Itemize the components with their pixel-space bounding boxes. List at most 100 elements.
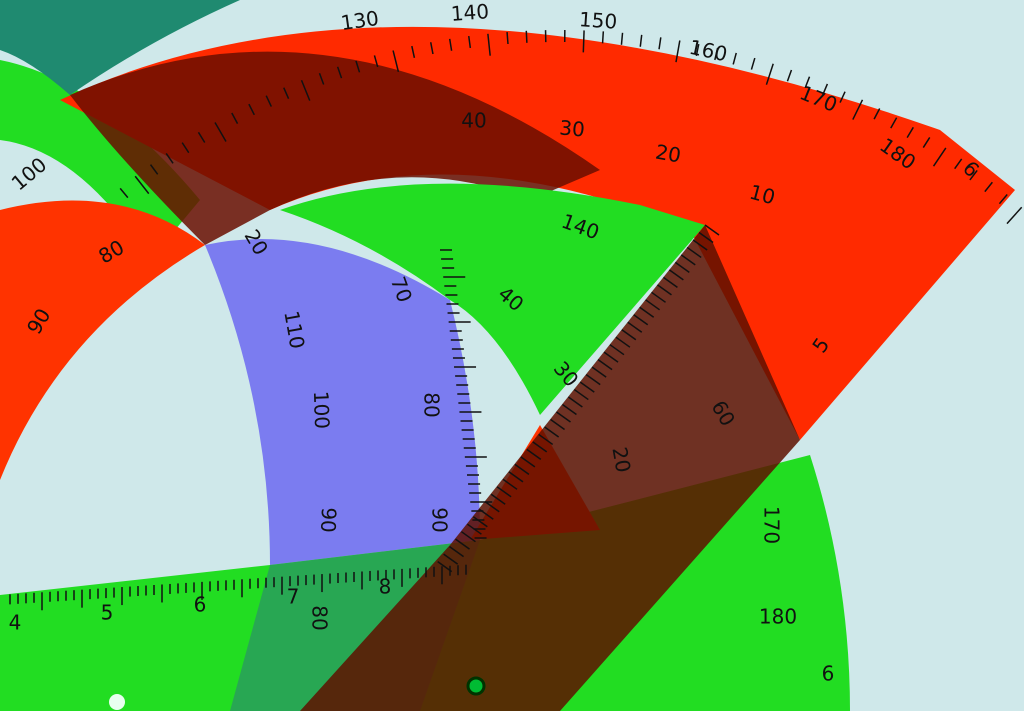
tick: [633, 314, 649, 326]
scale-label: 180: [759, 605, 797, 629]
tick: [651, 291, 666, 303]
scale-label: 150: [578, 7, 618, 34]
tick: [300, 79, 311, 101]
tick: [443, 553, 459, 565]
tick: [906, 126, 914, 139]
tick: [1006, 206, 1023, 225]
tick: [852, 99, 864, 120]
tick: [765, 63, 774, 85]
tick: [487, 33, 491, 56]
scale-label: 6: [822, 662, 835, 686]
scale-label: 100: [309, 390, 334, 429]
tick: [657, 284, 672, 296]
tick: [538, 433, 554, 446]
tick: [698, 231, 714, 244]
scale-label: 5: [101, 601, 114, 625]
tick: [621, 329, 637, 341]
tick: [392, 50, 400, 73]
tick: [197, 131, 206, 143]
tick: [514, 463, 530, 475]
tick: [490, 493, 506, 505]
tick: [675, 40, 681, 63]
tick: [839, 91, 846, 103]
tick: [645, 299, 661, 311]
scale-label: 80: [420, 392, 444, 417]
scale-label: 30: [558, 115, 585, 141]
tick: [620, 32, 624, 45]
scale-label: 130: [339, 6, 380, 35]
tick: [520, 456, 536, 468]
scale-label: 6: [194, 593, 207, 617]
blue-protractor: [205, 239, 480, 566]
tick: [639, 306, 655, 318]
tick: [567, 396, 583, 408]
tick: [181, 142, 190, 154]
tick: [579, 381, 595, 393]
tick: [998, 194, 1008, 205]
tick: [695, 43, 700, 56]
tick: [603, 351, 619, 363]
tick: [231, 112, 239, 124]
tick: [674, 261, 690, 274]
tick: [550, 418, 565, 431]
scale-label: 170: [760, 506, 784, 544]
tick: [355, 60, 361, 73]
scale-label: 90: [316, 507, 341, 533]
dark-overlap: [70, 51, 600, 245]
tick: [461, 531, 476, 543]
green-protractor-left: [0, 60, 200, 260]
dark-ruler: [300, 225, 800, 711]
tick: [265, 95, 273, 107]
tick: [525, 30, 528, 43]
tick: [704, 224, 720, 236]
tick: [526, 448, 542, 461]
tick: [954, 158, 963, 170]
tick: [984, 181, 993, 193]
tick: [448, 38, 453, 51]
tick: [658, 37, 662, 50]
tick: [472, 516, 488, 528]
scale-label: 20: [654, 139, 683, 167]
tick: [890, 117, 898, 129]
tick: [627, 321, 643, 333]
tick: [508, 471, 524, 483]
tick: [597, 359, 613, 371]
tick: [615, 336, 631, 348]
tick: [714, 48, 719, 61]
tick: [283, 87, 290, 100]
red-protractor-left: [0, 200, 205, 481]
tick: [467, 35, 472, 49]
tick: [248, 103, 255, 116]
tick: [591, 366, 607, 378]
tick: [601, 31, 605, 44]
tick: [873, 108, 881, 120]
tick: [165, 152, 174, 164]
tick: [662, 276, 678, 288]
tick: [449, 546, 465, 558]
tick: [496, 486, 512, 498]
tick: [478, 508, 494, 520]
tick: [455, 538, 470, 550]
tick: [969, 169, 978, 181]
tick: [804, 76, 811, 89]
tick: [562, 403, 577, 416]
tick: [692, 239, 708, 251]
scale-label: 40: [461, 109, 486, 133]
tick: [411, 45, 416, 58]
tick: [506, 31, 509, 45]
tick: [429, 42, 434, 55]
tick: [822, 83, 829, 96]
tick: [134, 175, 150, 195]
tick: [639, 34, 643, 47]
tick: [214, 122, 227, 142]
hole: [466, 676, 486, 696]
tick: [680, 254, 696, 266]
tick: [502, 478, 518, 490]
tick: [932, 147, 947, 167]
tick-marks: [9, 30, 1023, 611]
tick: [373, 55, 379, 68]
tick: [732, 52, 737, 65]
tick: [544, 426, 560, 438]
tick: [582, 30, 585, 53]
tick: [556, 411, 571, 423]
